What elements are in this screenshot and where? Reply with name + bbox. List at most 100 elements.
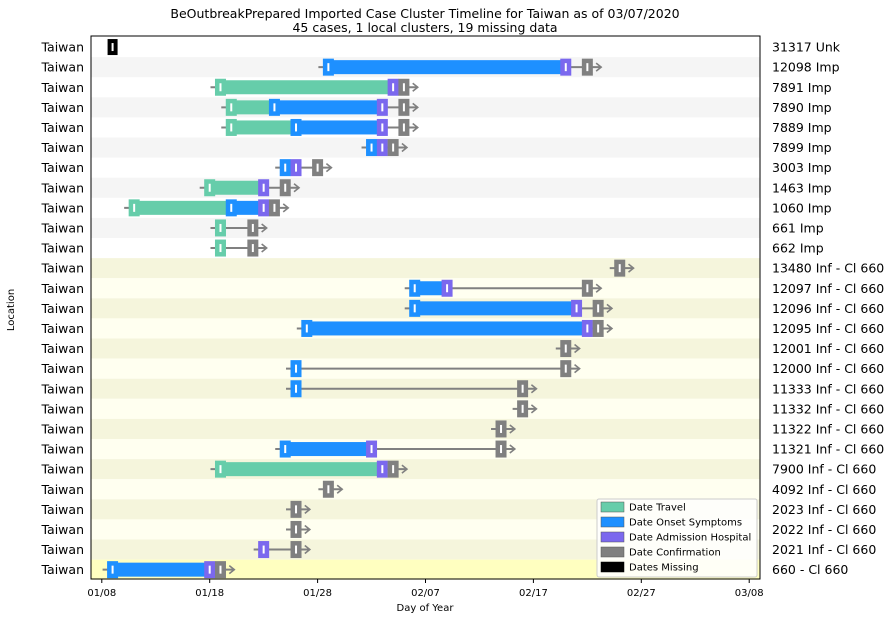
row-case-label: 7889 Imp bbox=[772, 120, 832, 135]
event-bar-onset bbox=[414, 301, 577, 316]
row-background bbox=[91, 217, 760, 238]
row-case-label: 662 Imp bbox=[772, 241, 824, 256]
event-bar-travel bbox=[231, 120, 297, 135]
row-case-label: 11332 Inf - Cl 660 bbox=[772, 401, 884, 416]
row-case-label: 12000 Inf - Cl 660 bbox=[772, 361, 884, 376]
timeline-arrowhead bbox=[304, 544, 312, 555]
legend-swatch-onset bbox=[600, 516, 625, 528]
row-background bbox=[91, 137, 760, 158]
timeline-arrowhead bbox=[325, 163, 333, 173]
timeline-arrowhead bbox=[228, 565, 236, 575]
legend-label-confirm: Date Confirmation bbox=[629, 548, 721, 559]
row-labels: Taiwan 31317 Unk Taiwan 12098 Imp Taiwan 7891… bbox=[40, 40, 884, 578]
timeline-arrowhead bbox=[628, 263, 635, 273]
timeline-arrowhead bbox=[401, 464, 409, 474]
timeline-arrowhead bbox=[304, 504, 312, 514]
legend-swatch-confirm bbox=[600, 546, 625, 558]
event-bar-onset bbox=[328, 60, 566, 75]
chart-subtitle: 45 cases, 1 local clusters, 19 missing d… bbox=[292, 20, 557, 35]
row-location-label: Taiwan bbox=[40, 401, 84, 416]
timeline-arrowhead bbox=[595, 62, 603, 72]
timeline-arrowhead bbox=[261, 243, 268, 253]
row-case-label: 1060 Imp bbox=[772, 200, 832, 215]
row-location-label: Taiwan bbox=[40, 160, 84, 175]
event-bar-onset bbox=[296, 120, 383, 135]
row-background bbox=[91, 258, 760, 279]
legend-label-onset: Date Onset Symptoms bbox=[629, 518, 742, 529]
row-background bbox=[91, 418, 760, 439]
timeline-arrowhead bbox=[530, 384, 538, 394]
row-case-label: 2022 Inf - Cl 660 bbox=[772, 522, 876, 537]
row-location-label: Taiwan bbox=[40, 522, 84, 537]
row-case-label: 661 Imp bbox=[772, 220, 824, 235]
event-bar-onset bbox=[414, 281, 448, 296]
row-background bbox=[91, 398, 760, 419]
row-location-label: Taiwan bbox=[40, 100, 84, 115]
row-case-label: 7900 Inf - Cl 660 bbox=[772, 462, 876, 477]
row-location-label: Taiwan bbox=[40, 40, 84, 55]
row-background bbox=[91, 479, 760, 500]
row-background bbox=[91, 559, 760, 580]
timeline-arrowhead bbox=[293, 183, 301, 193]
row-background bbox=[91, 177, 760, 198]
x-axis: 01/08 01/18 01/28 02/07 02/17 02/27 03/08 bbox=[87, 579, 764, 599]
row-background bbox=[91, 97, 760, 118]
row-background bbox=[91, 499, 760, 520]
row-location-label: Taiwan bbox=[40, 301, 84, 316]
row-case-label: 11333 Inf - Cl 660 bbox=[772, 381, 884, 396]
row-case-label: 31317 Unk bbox=[772, 40, 841, 55]
row-location-label: Taiwan bbox=[40, 542, 84, 557]
x-tick-label: 01/08 bbox=[87, 588, 116, 599]
x-axis-title: Day of Year bbox=[397, 603, 455, 614]
row-case-label: 7891 Imp bbox=[772, 80, 832, 95]
event-bar-travel bbox=[231, 100, 275, 115]
timeline-arrowhead bbox=[595, 283, 603, 293]
row-location-label: Taiwan bbox=[40, 321, 84, 336]
event-bar-onset bbox=[274, 100, 383, 115]
row-case-label: 3003 Imp bbox=[772, 160, 832, 175]
row-location-label: Taiwan bbox=[40, 381, 84, 396]
row-case-label: 4092 Inf - Cl 660 bbox=[772, 482, 876, 497]
row-case-label: 2021 Inf - Cl 660 bbox=[772, 542, 876, 557]
timeline-arrowhead bbox=[412, 122, 419, 133]
chart-title: BeOutbreakPrepared Imported Case Cluster… bbox=[170, 6, 679, 21]
timeline-arrowhead bbox=[606, 323, 614, 334]
row-case-label: 11322 Inf - Cl 660 bbox=[772, 421, 884, 436]
legend-label-travel: Date Travel bbox=[629, 503, 686, 514]
timeline-arrowhead bbox=[509, 424, 517, 434]
timeline-arrowhead bbox=[412, 102, 419, 112]
timeline-arrowhead bbox=[412, 82, 419, 92]
row-location-label: Taiwan bbox=[40, 261, 84, 276]
row-location-label: Taiwan bbox=[40, 341, 84, 356]
row-location-label: Taiwan bbox=[40, 241, 84, 256]
event-bar-onset bbox=[306, 321, 588, 336]
row-case-label: 7899 Imp bbox=[772, 140, 832, 155]
x-tick-label: 01/18 bbox=[195, 588, 224, 599]
x-tick-label: 03/08 bbox=[735, 588, 764, 599]
event-bar-travel bbox=[220, 462, 383, 477]
row-location-label: Taiwan bbox=[40, 120, 84, 135]
timeline-arrowhead bbox=[606, 303, 614, 313]
row-case-label: 12001 Inf - Cl 660 bbox=[772, 341, 884, 356]
timeline-arrowhead bbox=[282, 203, 290, 213]
row-case-label: 12095 Inf - Cl 660 bbox=[772, 321, 884, 336]
row-location-label: Taiwan bbox=[40, 200, 84, 215]
row-case-label: 12097 Inf - Cl 660 bbox=[772, 281, 884, 296]
plot-marks bbox=[102, 39, 635, 579]
row-location-label: Taiwan bbox=[40, 482, 84, 497]
row-location-label: Taiwan bbox=[40, 220, 84, 235]
timeline-arrowhead bbox=[509, 444, 517, 454]
legend-swatch-travel bbox=[600, 501, 625, 513]
row-background bbox=[91, 459, 760, 480]
event-bar-travel bbox=[220, 80, 394, 95]
row-location-label: Taiwan bbox=[40, 502, 84, 517]
row-case-label: 12096 Inf - Cl 660 bbox=[772, 301, 884, 316]
event-bar-travel bbox=[134, 200, 232, 215]
row-location-label: Taiwan bbox=[40, 442, 84, 457]
legend-label-hospital: Date Admission Hospital bbox=[629, 533, 751, 544]
row-case-label: 12098 Imp bbox=[772, 60, 840, 75]
x-tick-label: 02/17 bbox=[519, 588, 548, 599]
timeline-arrowhead bbox=[530, 404, 538, 414]
row-background bbox=[91, 338, 760, 359]
row-location-label: Taiwan bbox=[40, 421, 84, 436]
